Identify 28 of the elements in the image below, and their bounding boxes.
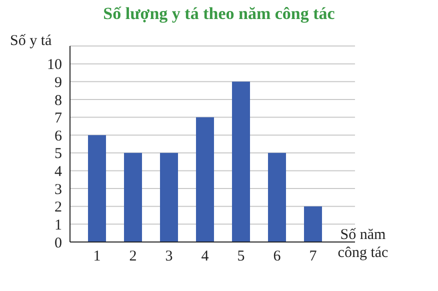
bar <box>196 117 214 242</box>
x-tick-label: 3 <box>165 248 173 265</box>
y-tick-label: 6 <box>54 128 62 144</box>
x-tick-label: 2 <box>129 248 137 265</box>
y-tick-label: 2 <box>54 200 62 216</box>
y-tick-label: 1 <box>54 218 62 234</box>
y-tick-label: 8 <box>54 92 62 109</box>
x-tick-label: 7 <box>309 248 318 265</box>
bar <box>232 82 250 242</box>
y-tick-label: 9 <box>54 74 62 91</box>
x-tick-label: 4 <box>201 248 210 265</box>
y-tick-label: 4 <box>54 164 62 180</box>
x-tick-label: 6 <box>273 248 282 265</box>
y-tick-label: 3 <box>54 182 62 198</box>
bar <box>124 152 142 242</box>
bar <box>88 135 106 242</box>
bar <box>268 152 286 242</box>
y-tick-label: 7 <box>54 110 62 127</box>
bar <box>304 206 322 242</box>
y-tick-label: 5 <box>54 146 62 162</box>
y-tick-label: 0 <box>54 235 62 252</box>
y-axis-title: Số y tá <box>10 33 52 50</box>
bar <box>160 152 178 242</box>
x-axis-title: Số năm công tác <box>336 226 390 262</box>
y-tick-label: 10 <box>47 57 62 74</box>
chart-title: Số lượng y tá theo năm công tác <box>102 4 336 24</box>
x-tick-label: 1 <box>93 248 101 265</box>
x-tick-label: 5 <box>237 248 245 265</box>
